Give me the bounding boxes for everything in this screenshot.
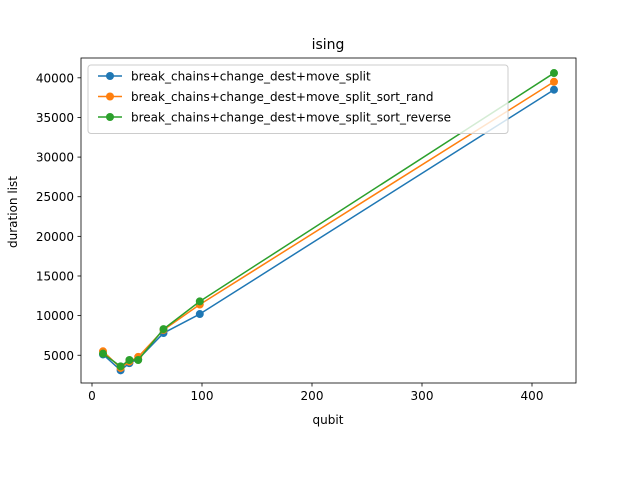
plot-frame [80,57,577,384]
data-point [195,297,204,306]
axes: 0 100 200 300 400 5000 10000 15000 20000 25000 300… [36,57,577,403]
data-point [550,85,558,94]
data-point [550,77,558,86]
legend-label: break_chains+change_dest+move_split_sort… [131,90,433,104]
y-tick-label: 10000 [36,309,74,323]
data-point [550,69,558,78]
data-point [195,310,204,319]
y-tick-label: 25000 [36,190,74,204]
y-tick-label: 40000 [36,71,74,85]
data-point [159,325,168,334]
data-point [134,356,143,365]
x-tick-label: 0 [88,389,96,403]
x-tick-label: 300 [411,389,434,403]
data-point [116,362,125,371]
plot-area [99,69,558,375]
y-tick-label: 15000 [36,269,74,283]
legend: break_chains+change_dest+move_splitbreak… [87,64,509,134]
y-tick-label: 5000 [43,349,74,363]
data-point [125,356,134,365]
legend-marker [106,113,114,121]
y-tick-label: 35000 [36,111,74,125]
y-axis-label: duration list [6,176,20,248]
data-point [99,349,107,358]
legend-label: break_chains+change_dest+move_split_sort… [131,111,451,125]
x-tick-label: 100 [191,389,214,403]
x-tick-label: 200 [301,389,324,403]
y-tick-label: 20000 [36,230,74,244]
legend-label: break_chains+change_dest+move_split [131,70,371,84]
y-tick-label: 30000 [36,151,74,165]
x-tick-label: 400 [521,389,544,403]
legend-marker [106,92,114,101]
legend-box [87,64,509,134]
chart-title: ising [312,37,345,53]
x-axis-label: qubit [313,413,344,427]
legend-marker [106,72,114,80]
